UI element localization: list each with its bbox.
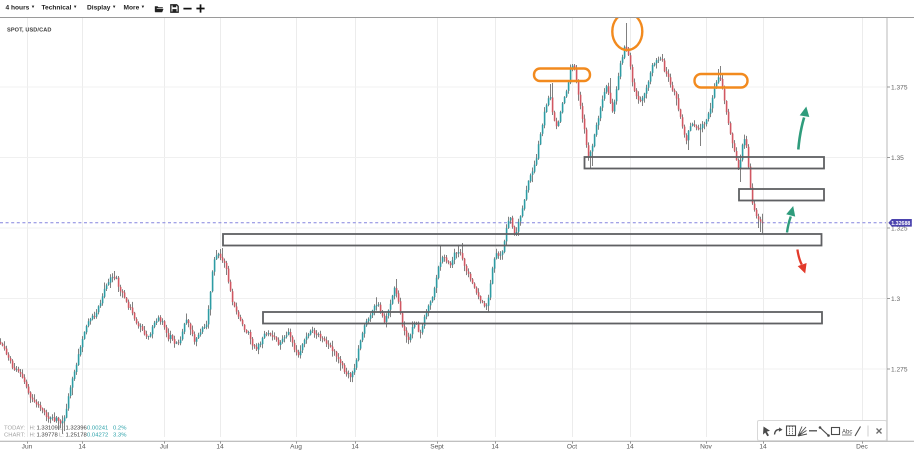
svg-text:H:: H:	[30, 425, 36, 431]
svg-text:14: 14	[216, 444, 224, 450]
svg-text:Sept: Sept	[430, 444, 444, 450]
svg-text:0.2%: 0.2%	[113, 425, 127, 431]
svg-text:1.33109: 1.33109	[37, 425, 58, 431]
svg-text:1.32688: 1.32688	[891, 221, 910, 227]
svg-text:1.39778: 1.39778	[37, 432, 59, 438]
svg-text:Dec: Dec	[856, 444, 868, 450]
svg-text:TODAY:: TODAY:	[4, 425, 25, 431]
svg-text:14: 14	[351, 444, 359, 450]
svg-text:H:: H:	[30, 432, 36, 438]
svg-text:Oct: Oct	[567, 444, 577, 450]
svg-text:Aug: Aug	[290, 444, 302, 450]
svg-text:Nov: Nov	[700, 444, 712, 450]
svg-text:Abc: Abc	[842, 430, 852, 436]
svg-text:14: 14	[491, 444, 499, 450]
svg-text:14: 14	[78, 444, 86, 450]
svg-text:L:: L:	[59, 425, 64, 431]
svg-text:1.275: 1.275	[891, 367, 908, 374]
svg-text:1.375: 1.375	[891, 85, 908, 92]
svg-text:0.04272: 0.04272	[87, 432, 108, 438]
svg-text:L:: L:	[59, 432, 64, 438]
svg-text:SPOT, USD/CAD: SPOT, USD/CAD	[7, 28, 52, 34]
svg-text:1.32396: 1.32396	[66, 425, 88, 431]
svg-text:14: 14	[626, 444, 634, 450]
svg-text:3.3%: 3.3%	[113, 432, 127, 438]
svg-text:Jun: Jun	[22, 444, 33, 450]
svg-text:0.00241: 0.00241	[87, 425, 108, 431]
svg-text:1.25178: 1.25178	[66, 432, 88, 438]
svg-text:1.35: 1.35	[891, 155, 904, 162]
svg-text:14: 14	[759, 444, 767, 450]
svg-text:CHART:: CHART:	[4, 432, 26, 438]
svg-text:1.3: 1.3	[891, 296, 900, 303]
svg-text:Jul: Jul	[160, 444, 169, 450]
svg-text:1.325: 1.325	[891, 226, 908, 233]
